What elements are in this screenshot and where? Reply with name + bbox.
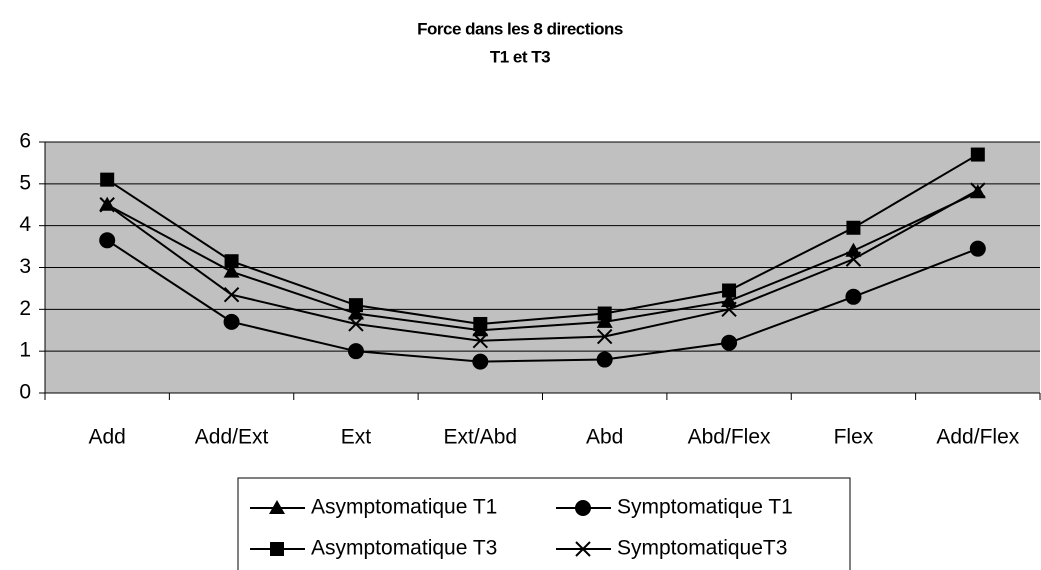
data-point [721,334,738,351]
series-line [106,153,979,325]
series-line [106,239,979,363]
x-tick-label: Ext/Abd [444,426,518,449]
data-point [969,240,986,257]
data-point [100,172,115,187]
data-point [596,328,613,345]
data-point [348,298,363,313]
data-point [99,232,116,249]
y-tick-label: 4 [19,213,31,236]
y-tick-label: 1 [19,339,31,362]
legend-marker [575,500,591,516]
y-tick-label: 2 [19,297,31,320]
x-tick-label: Add/Flex [936,426,1019,449]
data-point [472,333,489,349]
data-point [223,313,240,330]
x-tick-label: Ext [341,426,372,449]
y-tick-label: 6 [19,130,31,153]
data-point [596,313,613,328]
series-line [106,189,979,342]
legend-label: SymptomatiqueT3 [617,537,787,560]
y-tick-label: 5 [19,171,31,194]
data-point [845,288,862,305]
data-point [596,351,613,368]
x-tick-label: Abd/Flex [688,426,771,449]
legend-marker [575,541,591,557]
data-point [347,343,364,360]
y-tick-label: 3 [19,255,31,278]
data-point [970,182,986,198]
data-point [970,147,985,162]
data-point [845,242,862,257]
data-point [721,292,738,307]
legend-marker [270,542,284,556]
data-point [472,353,489,370]
data-point [845,251,862,267]
chart-subtitle: T1 et T3 [490,47,550,66]
data-point [721,301,737,318]
data-point [224,254,239,269]
legend-label: Symptomatique T1 [617,496,793,519]
x-tick-label: Add/Ext [195,426,269,449]
data-point [722,283,737,298]
data-point [597,306,612,321]
x-tick-label: Add [89,426,126,449]
y-tick-label: 0 [19,381,31,404]
data-point [347,305,364,320]
legend-label: Asymptomatique T3 [311,537,497,560]
data-point [223,263,240,278]
data-point [846,220,861,235]
legend-label: Asymptomatique T1 [311,496,497,519]
series-line [106,191,979,332]
data-point [99,197,115,213]
legend-marker [269,500,285,514]
data-point [348,316,364,332]
chart-title: Force dans les 8 directions [417,19,623,38]
x-tick-label: Flex [834,426,874,449]
data-point [223,286,240,303]
data-point [473,316,488,331]
legend-box [237,477,851,570]
x-tick-label: Abd [586,426,623,449]
